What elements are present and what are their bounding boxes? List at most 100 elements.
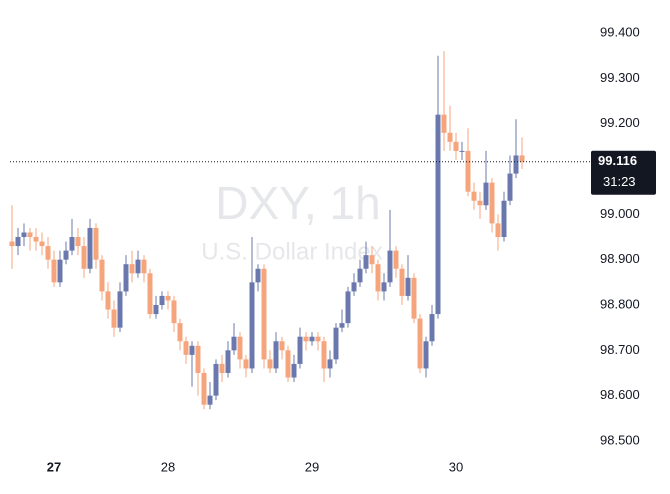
candle-body xyxy=(387,250,393,283)
candle-body xyxy=(303,336,309,342)
candle-body xyxy=(237,336,243,360)
candle-body xyxy=(471,191,477,201)
candle-body xyxy=(99,259,105,292)
candle-body xyxy=(87,227,93,269)
candle-body xyxy=(405,277,411,296)
candle-body xyxy=(279,341,285,351)
candle-body xyxy=(393,250,399,269)
candle-body xyxy=(39,241,45,247)
candle-body xyxy=(477,200,483,206)
candle-body xyxy=(171,300,177,324)
candle-body xyxy=(375,264,381,292)
candle-body xyxy=(135,259,141,274)
candle-body xyxy=(207,395,213,405)
y-tick-label: 98.500 xyxy=(600,432,640,447)
candle-body xyxy=(111,309,117,328)
candle-body xyxy=(249,282,255,369)
candle-body xyxy=(519,155,525,162)
candle-body xyxy=(447,132,453,142)
candle-body xyxy=(261,268,267,360)
y-tick-label: 99.300 xyxy=(600,70,640,85)
candle-body xyxy=(315,336,321,342)
candle-body xyxy=(321,341,327,369)
candle-body xyxy=(63,250,69,260)
candle-body xyxy=(333,327,339,360)
last-price-box xyxy=(591,150,656,195)
candle-body xyxy=(255,268,261,283)
candle-body xyxy=(183,341,189,355)
candle-body xyxy=(273,341,279,369)
watermark-title: DXY, 1h xyxy=(215,177,380,229)
countdown-label: 31:23 xyxy=(603,174,636,189)
candle-body xyxy=(213,363,219,396)
candle-body xyxy=(123,264,129,292)
candle-body xyxy=(453,141,459,151)
candle-body xyxy=(165,295,171,301)
y-tick-label: 98.800 xyxy=(600,296,640,311)
candle-body xyxy=(495,223,501,238)
candle-body xyxy=(441,114,447,133)
candle-body xyxy=(117,291,123,328)
candle-body xyxy=(297,336,303,364)
y-tick-labels: DXY, 1h U.S. Dollar Index xyxy=(201,177,382,265)
y-tick-label: 98.700 xyxy=(600,342,640,357)
candle-body xyxy=(81,246,87,269)
x-tick-label: 30 xyxy=(449,459,463,474)
candle-body xyxy=(159,295,165,305)
candle-body xyxy=(459,150,465,152)
candle-body xyxy=(309,336,315,342)
candle-body xyxy=(105,291,111,310)
candle-body xyxy=(429,314,435,342)
candle-body xyxy=(195,345,201,373)
candle-body xyxy=(465,150,471,192)
candle-body xyxy=(9,241,15,247)
y-tick-label: 99.200 xyxy=(600,115,640,130)
candle-body xyxy=(201,372,207,405)
candle-body xyxy=(93,227,99,260)
candle-body xyxy=(147,273,153,315)
candle-body xyxy=(507,173,513,201)
candle-body xyxy=(285,350,291,378)
candle-body xyxy=(363,255,369,269)
candle-body xyxy=(129,264,135,274)
candle-body xyxy=(51,259,57,283)
candle-body xyxy=(291,363,297,378)
candle-body xyxy=(327,359,333,369)
candle-body xyxy=(189,345,195,355)
watermark-subtitle: U.S. Dollar Index xyxy=(201,238,382,265)
candle-body xyxy=(411,277,417,319)
candle-body xyxy=(57,259,63,283)
last-price-label: 99.116 xyxy=(598,153,637,168)
candle-body xyxy=(423,341,429,369)
candle-body xyxy=(267,359,273,369)
candle-body xyxy=(75,237,81,247)
x-tick-label: 29 xyxy=(305,459,319,474)
candle-body xyxy=(27,232,33,238)
y-tick-label: 98.600 xyxy=(600,387,640,402)
candle-body xyxy=(153,304,159,315)
candle-body xyxy=(141,259,147,274)
candle-body xyxy=(231,336,237,351)
candle-body xyxy=(483,182,489,206)
candle-body xyxy=(345,291,351,324)
y-tick-label: 99.400 xyxy=(600,25,640,40)
candle-body xyxy=(513,155,519,174)
candle-body xyxy=(381,282,387,292)
candle-body xyxy=(351,282,357,292)
y-tick-label: 98.900 xyxy=(600,251,640,266)
candle-body xyxy=(417,318,423,369)
candle-body xyxy=(177,323,183,342)
candle-body xyxy=(219,363,225,373)
candle-body xyxy=(339,323,345,328)
candle-body xyxy=(45,246,51,260)
candle-body xyxy=(357,268,363,283)
candle-body xyxy=(21,232,27,238)
candle-body xyxy=(225,350,231,373)
x-tick-label: 28 xyxy=(161,459,175,474)
candle-body xyxy=(69,237,75,251)
candle-body xyxy=(243,359,249,369)
candle-body xyxy=(489,182,495,224)
candle-body xyxy=(369,255,375,265)
